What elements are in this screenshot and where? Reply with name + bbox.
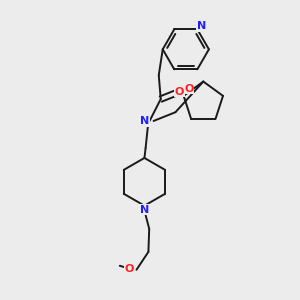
Text: O: O bbox=[124, 264, 134, 274]
Text: N: N bbox=[140, 205, 149, 215]
Text: O: O bbox=[175, 87, 184, 97]
Text: O: O bbox=[184, 84, 194, 94]
Text: N: N bbox=[197, 21, 206, 31]
Text: N: N bbox=[140, 116, 149, 126]
